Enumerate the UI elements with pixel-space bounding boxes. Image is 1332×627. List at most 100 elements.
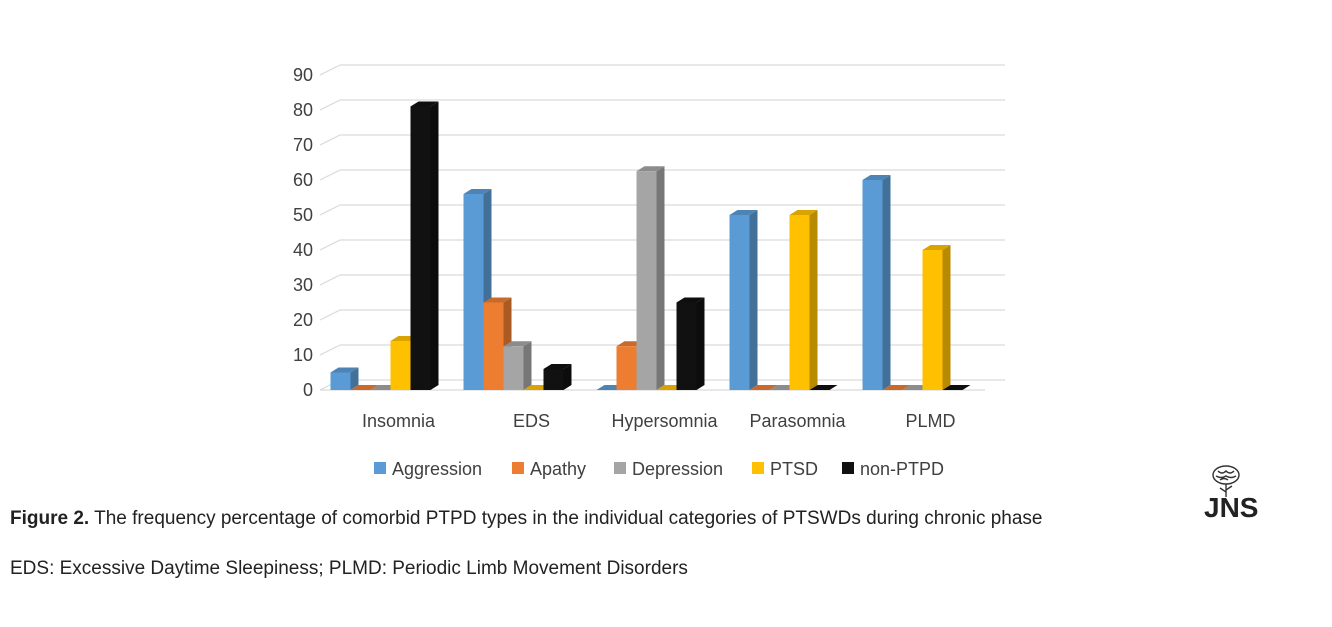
- legend-swatch: [752, 462, 764, 474]
- legend-label: Depression: [632, 459, 723, 479]
- bar-top: [676, 297, 705, 303]
- legend-swatch: [512, 462, 524, 474]
- gridline-slant: [319, 239, 341, 251]
- category-label: Insomnia: [362, 411, 436, 431]
- bar-front: [390, 341, 411, 390]
- bar-top: [463, 189, 492, 194]
- bar-top: [543, 364, 572, 369]
- bar-front: [862, 180, 883, 390]
- y-tick-label: 90: [293, 65, 313, 85]
- bar-front: [463, 194, 484, 390]
- gridline-slant: [319, 169, 341, 181]
- legend-entry: Apathy: [512, 459, 586, 479]
- bar: [809, 385, 838, 391]
- gridline-slant: [319, 204, 341, 216]
- bar-side: [809, 210, 818, 390]
- legend-label: non-PTPD: [860, 459, 944, 479]
- gridline-slant: [319, 309, 341, 321]
- gridline-slant: [319, 64, 341, 76]
- bar-side: [563, 364, 572, 390]
- bar: [503, 341, 532, 390]
- bar-top: [922, 245, 951, 250]
- legend-label: Apathy: [530, 459, 586, 479]
- bar-top: [636, 166, 665, 172]
- gridline-slant: [319, 344, 341, 356]
- legend-swatch: [374, 462, 386, 474]
- figure-caption-text: The frequency percentage of comorbid PTP…: [89, 508, 1043, 529]
- bar-top: [410, 101, 439, 107]
- bar-top: [882, 385, 911, 390]
- bar-top: [789, 210, 818, 215]
- category-label: Hypersomnia: [611, 411, 718, 431]
- legend-swatch: [842, 462, 854, 474]
- bar-top: [350, 385, 379, 390]
- bar-front: [616, 346, 637, 390]
- bar-front: [922, 250, 943, 390]
- bar: [729, 210, 758, 390]
- bar: [942, 385, 971, 391]
- legend-entry: non-PTPD: [842, 459, 944, 479]
- bar: [543, 364, 572, 390]
- y-tick-label: 70: [293, 135, 313, 155]
- y-tick-label: 40: [293, 240, 313, 260]
- bar-top: [330, 367, 359, 373]
- bar-front: [503, 346, 524, 390]
- bar-front: [729, 215, 750, 390]
- bar-side: [882, 175, 891, 390]
- figure-label: Figure 2.: [10, 508, 90, 529]
- figure-caption: Figure 2. The frequency percentage of co…: [10, 508, 1043, 530]
- journal-logo: JNS: [1204, 465, 1258, 522]
- y-tick-label: 60: [293, 170, 313, 190]
- gridlines: [319, 64, 1005, 391]
- legend-entry: Depression: [614, 459, 723, 479]
- bar-top: [729, 210, 758, 215]
- bar-top: [483, 297, 512, 303]
- bar-front: [636, 171, 657, 390]
- bar: [676, 297, 705, 390]
- legend-entry: Aggression: [374, 459, 482, 479]
- y-tick-label: 0: [303, 380, 313, 400]
- legend-label: PTSD: [770, 459, 818, 479]
- bar-side: [656, 166, 665, 390]
- bar-side: [350, 367, 359, 390]
- bar-front: [410, 106, 431, 390]
- bar: [862, 175, 891, 390]
- abbreviations-note: EDS: Excessive Daytime Sleepiness; PLMD:…: [10, 558, 688, 579]
- legend-entry: PTSD: [752, 459, 818, 479]
- category-label: Parasomnia: [749, 411, 846, 431]
- y-tick-label: 80: [293, 100, 313, 120]
- bar-side: [430, 101, 439, 390]
- y-tick-label: 30: [293, 275, 313, 295]
- bar-side: [749, 210, 758, 390]
- bar-front: [330, 372, 351, 390]
- category-label: PLMD: [905, 411, 955, 431]
- bar-front: [543, 369, 564, 390]
- bar: [330, 367, 359, 390]
- legend-label: Aggression: [392, 459, 482, 479]
- bar-top: [862, 175, 891, 180]
- y-tick-label: 10: [293, 345, 313, 365]
- bar-top: [749, 385, 778, 390]
- gridline-slant: [319, 274, 341, 286]
- y-tick-label: 50: [293, 205, 313, 225]
- bars: [330, 101, 971, 391]
- bar: [636, 166, 665, 390]
- bar: [749, 385, 778, 391]
- category-label: EDS: [513, 411, 550, 431]
- bar-side: [523, 341, 532, 390]
- bar: [922, 245, 951, 390]
- legend-swatch: [614, 462, 626, 474]
- bar-side: [942, 245, 951, 390]
- y-axis-ticks: 0 10 20 30 40 50 60 70 80 90: [293, 65, 313, 400]
- gridline-slant: [319, 134, 341, 146]
- bar-front: [676, 302, 697, 390]
- gridline-slant: [319, 99, 341, 111]
- bar: [789, 210, 818, 390]
- bar-front: [483, 302, 504, 390]
- bar-top: [503, 341, 532, 347]
- bar: [882, 385, 911, 391]
- legend: Aggression Apathy Depression PTSD non-PTPD: [374, 459, 944, 479]
- bar-top: [809, 385, 838, 390]
- journal-logo-text: JNS: [1204, 492, 1258, 522]
- bar: [350, 385, 379, 391]
